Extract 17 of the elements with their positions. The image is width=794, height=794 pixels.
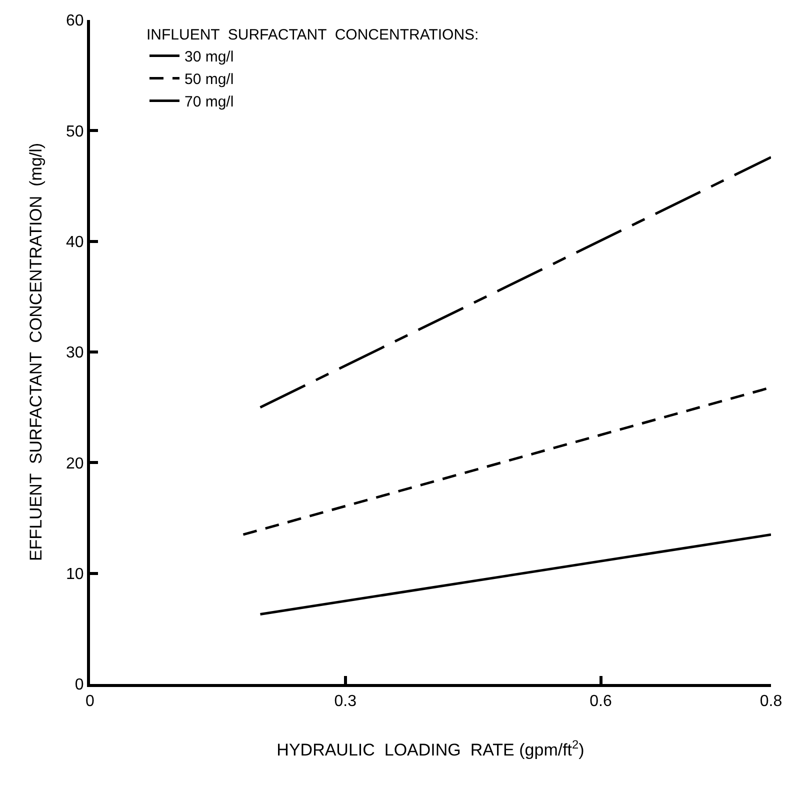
y-tick-label: 0 [74, 676, 84, 694]
y-tick-label: 20 [66, 455, 84, 472]
y-axis-title: EFFLUENT SURFACTANT CONCENTRATION (mg/l) [26, 142, 46, 562]
x-tick-label: 0.6 [590, 693, 612, 710]
y-tick-label: 10 [66, 566, 84, 583]
x-tick-label: 0.8 [760, 693, 782, 710]
legend-label: 50 mg/l [184, 71, 234, 88]
legend-title: INFLUENT SURFACTANT CONCENTRATIONS: [146, 26, 479, 44]
x-axis-title: HYDRAULIC LOADING RATE (gpm/ft$^{2}$) [276, 737, 584, 760]
y-tick-label: 50 [66, 123, 84, 140]
x-tick-label: 0.3 [334, 693, 357, 710]
legend-label: 30 mg/l [184, 48, 234, 66]
y-tick-label: 60 [66, 12, 84, 30]
legend-label: 70 mg/l [184, 94, 234, 111]
y-tick-label: 40 [66, 234, 84, 251]
y-tick-label: 30 [66, 344, 84, 362]
x-tick-label: 0 [86, 693, 95, 710]
